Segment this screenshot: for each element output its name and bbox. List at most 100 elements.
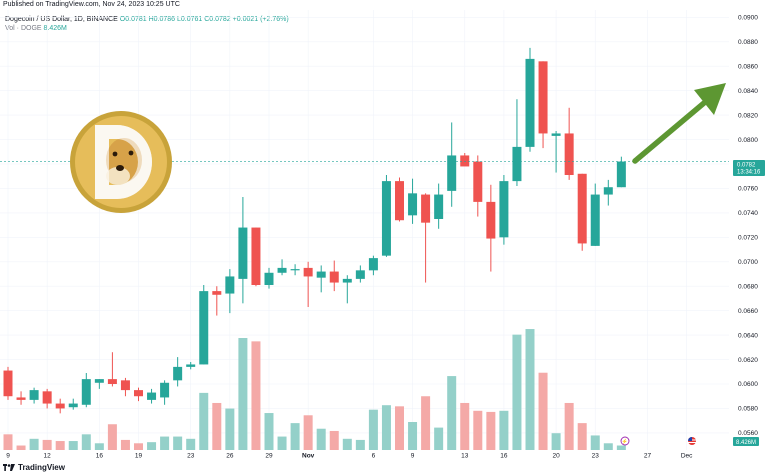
y-tick-label: 0.0800 [738,137,758,144]
volume-bar [616,445,626,450]
volume-bar [16,445,26,450]
footer-brand[interactable]: TradingView [3,463,65,472]
candle-body [460,155,470,167]
y-tick-label: 0.0860 [738,63,758,70]
event-marker-icon[interactable]: ⚡ [620,436,630,446]
volume-tag-value: 8.426M [736,440,756,446]
x-tick-label: 9 [411,453,415,460]
volume-bar [81,434,91,450]
last-price: 0.0782 [737,163,756,169]
candle-body [381,181,391,256]
x-tick-label: 20 [552,453,560,460]
candle-body [303,267,313,277]
bar-countdown: 13:34:16 [737,170,761,176]
x-tick-label: Nov [302,453,315,460]
volume-bar [264,413,274,450]
last-price-tag: 0.0782 13:34:16 [733,160,765,176]
volume-bar [395,406,404,450]
x-tick-label: 16 [500,453,508,460]
candle-body [395,181,404,221]
candle-body [447,155,457,191]
candle-body [551,133,561,136]
volume-bar [277,436,287,450]
trend-arrow-icon [632,83,726,164]
volume-label: Vol · DOGE [5,25,42,32]
volume-bar [538,372,548,450]
volume-bar [342,438,352,450]
x-tick-label: 19 [135,453,143,460]
candle-body [251,227,261,285]
volume-bar [603,443,613,450]
volume-bar [160,436,170,450]
volume-bar [473,410,483,450]
volume-bar [460,402,470,450]
y-tick-label: 0.0600 [738,381,758,388]
volume-bar [447,376,457,450]
candle-body [329,271,339,283]
grid-lines [0,10,729,450]
y-tick-label: 0.0620 [738,357,758,364]
x-tick-label: 23 [187,453,195,460]
volume-bar [434,427,444,450]
volume-value: 8.426M [43,25,67,32]
volume-bar [55,441,65,450]
volume-tag: 8.426M [733,437,759,446]
us-flag-icon[interactable] [688,437,696,445]
volume-bar [564,402,574,450]
volume-bar [525,329,535,450]
ohlc-values: O0.0781 H0.0786 L0.0761 C0.0782 +0.0021 … [119,16,289,23]
candle-body [421,194,431,223]
volume-bar [590,435,600,450]
candle-body [408,193,418,216]
y-tick-label: 0.0840 [738,88,758,95]
candle-body [3,370,13,397]
volume-bar [225,408,235,450]
candle-body [290,269,300,271]
y-tick-label: 0.0880 [738,39,758,46]
time-axis[interactable]: 9 12 16 19 23 26 29 Nov 6 9 13 16 20 23 27 Dec [6,453,693,460]
chart-legend: Dogecoin / US Dollar, 1D, BINANCE O0.078… [5,15,289,33]
candle-body [68,403,78,408]
candle-body [42,391,52,404]
candle-body [434,194,444,219]
candle-body [238,227,248,279]
candle-body [29,390,39,400]
volume-bar [238,338,248,450]
volume-bar [512,334,522,450]
candle-body [512,146,522,182]
volume-bar [408,422,418,450]
y-tick-label: 0.0760 [738,186,758,193]
volume-bars [3,329,626,450]
volume-bar [29,438,39,450]
volume-bar [290,423,300,450]
volume-bar [42,439,52,450]
volume-bar [381,405,391,450]
volume-bar [107,424,117,450]
volume-bar [199,392,209,450]
volume-bar [303,415,313,450]
symbol-title[interactable]: Dogecoin / US Dollar, 1D, BINANCE [5,16,118,23]
candle-body [577,173,587,244]
y-tick-label: 0.0740 [738,210,758,217]
volume-bar [212,402,222,450]
price-axis[interactable]: 0.0900 0.0880 0.0860 0.0840 0.0820 0.0800 0.07… [738,15,758,438]
candle-body [107,379,117,384]
candlesticks [3,47,626,414]
volume-bar [173,436,183,450]
volume-bar [134,443,143,450]
volume-bar [499,410,509,450]
candle-body [120,380,130,391]
volume-bar [421,396,431,450]
candle-body [55,403,65,409]
volume-bar [68,441,78,450]
x-tick-label: 12 [44,453,52,460]
volume-bar [186,438,196,450]
candle-body [525,58,535,147]
volume-bar [486,411,496,450]
volume-bar [329,430,339,450]
y-tick-label: 0.0660 [738,308,758,315]
volume-bar [147,442,157,450]
candle-body [590,194,600,246]
candle-body [355,270,365,279]
